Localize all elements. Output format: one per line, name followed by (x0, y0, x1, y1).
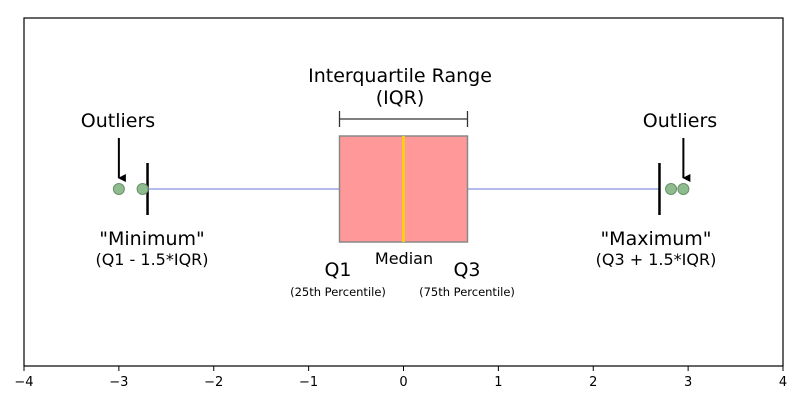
x-tick-label: −2 (204, 375, 223, 390)
iqr-bracket (338, 111, 469, 127)
outliers-group (112, 183, 690, 195)
q1-label: Q1 (324, 259, 351, 281)
outliers-left-label: Outliers (81, 110, 155, 132)
outlier-point (136, 183, 149, 195)
q3-sub-label: (75th Percentile) (419, 285, 515, 299)
outlier-point (665, 183, 678, 195)
x-tick-label: 0 (399, 375, 407, 390)
maximum-formula-label: (Q3 + 1.5*IQR) (596, 250, 717, 269)
outlier-point (677, 183, 690, 195)
x-axis: −4 −3 −2 −1 0 1 2 3 4 (14, 366, 787, 390)
maximum-label: "Maximum" (600, 228, 711, 250)
outliers-right-label: Outliers (643, 110, 717, 132)
x-tick-label: 4 (779, 375, 787, 390)
iqr-title-label: Interquartile Range (308, 65, 492, 87)
x-tick-label: −4 (14, 375, 33, 390)
minimum-formula-label: (Q1 - 1.5*IQR) (95, 250, 208, 269)
q1-sub-label: (25th Percentile) (290, 285, 386, 299)
x-tick-label: 3 (684, 375, 692, 390)
x-tick-label: 1 (494, 375, 502, 390)
q3-label: Q3 (453, 259, 480, 281)
x-tick-label: −1 (299, 375, 318, 390)
minimum-label: "Minimum" (99, 228, 205, 250)
x-tick-label: −3 (109, 375, 128, 390)
median-label: Median (375, 249, 433, 268)
x-tick-label: 2 (589, 375, 597, 390)
outlier-point (112, 183, 125, 195)
iqr-sub-label: (IQR) (376, 87, 425, 109)
